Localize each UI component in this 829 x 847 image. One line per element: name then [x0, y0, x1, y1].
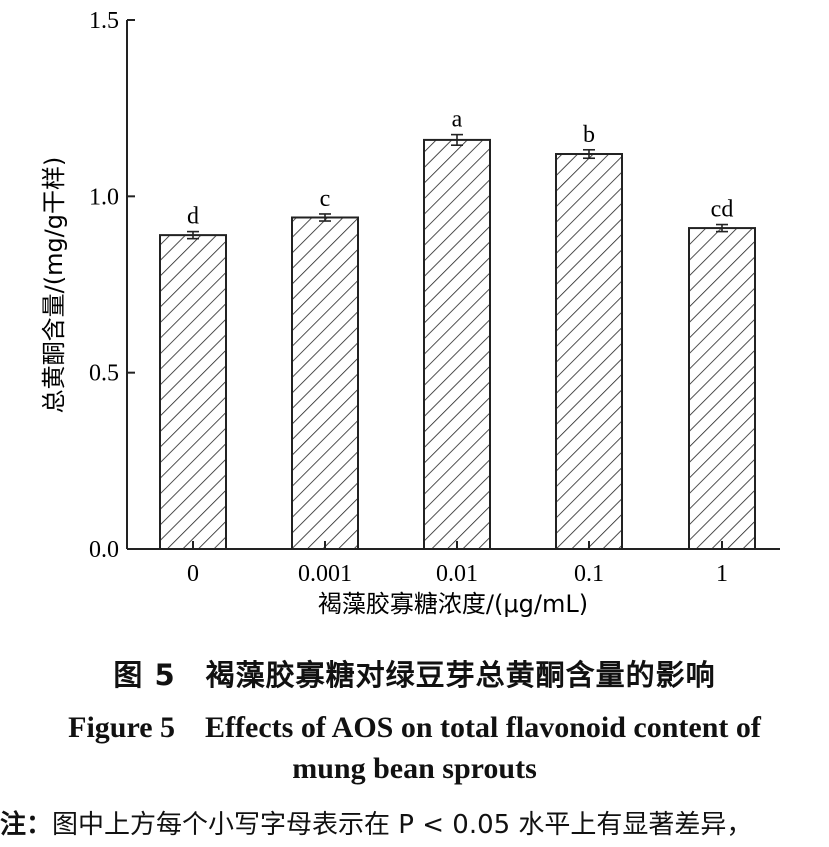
y-ticks: 0.0 0.5 1.0 1.5 [89, 8, 135, 563]
figure-caption-en-line2: mung bean sprouts [292, 752, 537, 785]
bar-chart: d c a b cd 0.0 0.5 1.0 1.5 0 0.001 0.01 0.1 1 褐藻胶寡糖… [40, 8, 780, 618]
bar-0.1 [555, 153, 623, 550]
x-axis-label: 褐藻胶寡糖浓度/(μg/mL) [318, 590, 588, 618]
x-tick-label: 0.01 [436, 561, 478, 587]
significance-letter-0.001: c [320, 186, 331, 212]
x-ticks: 0 0.001 0.01 0.1 1 [187, 541, 728, 587]
figure-note: 注：图中上方每个小写字母表示在 P < 0.05 水平上有显著差异， [0, 804, 829, 841]
x-tick-label: 0.1 [574, 561, 604, 587]
note-text: 图中上方每个小写字母表示在 P < 0.05 水平上有显著差异， [52, 810, 753, 840]
significance-letter-0: d [187, 204, 199, 230]
x-tick-label: 0 [187, 561, 199, 587]
y-tick-label: 0.5 [89, 361, 119, 387]
bars-layer: d c a b cd [159, 107, 756, 550]
y-axis-label: 总黄酮含量/(mg/g干样) [40, 157, 68, 414]
significance-letter-0.1: b [583, 122, 595, 148]
bar-0.01 [423, 138, 491, 550]
bar-0 [159, 234, 227, 550]
bar-0.001 [291, 216, 359, 550]
significance-letter-0.01: a [452, 107, 463, 133]
note-lead: 注： [0, 810, 53, 840]
x-tick-label: 1 [716, 561, 728, 587]
y-tick-label: 0.0 [89, 537, 119, 563]
x-tick-label: 0.001 [298, 561, 352, 587]
bar-1 [688, 227, 756, 550]
y-tick-label: 1.5 [89, 8, 119, 34]
figure-caption-en-line1: Figure 5 Effects of AOS on total flavono… [68, 711, 761, 744]
figure-caption-zh: 图 5 褐藻胶寡糖对绿豆芽总黄酮含量的影响 [113, 658, 716, 692]
y-tick-label: 1.0 [89, 184, 119, 210]
significance-letter-1: cd [711, 197, 734, 223]
